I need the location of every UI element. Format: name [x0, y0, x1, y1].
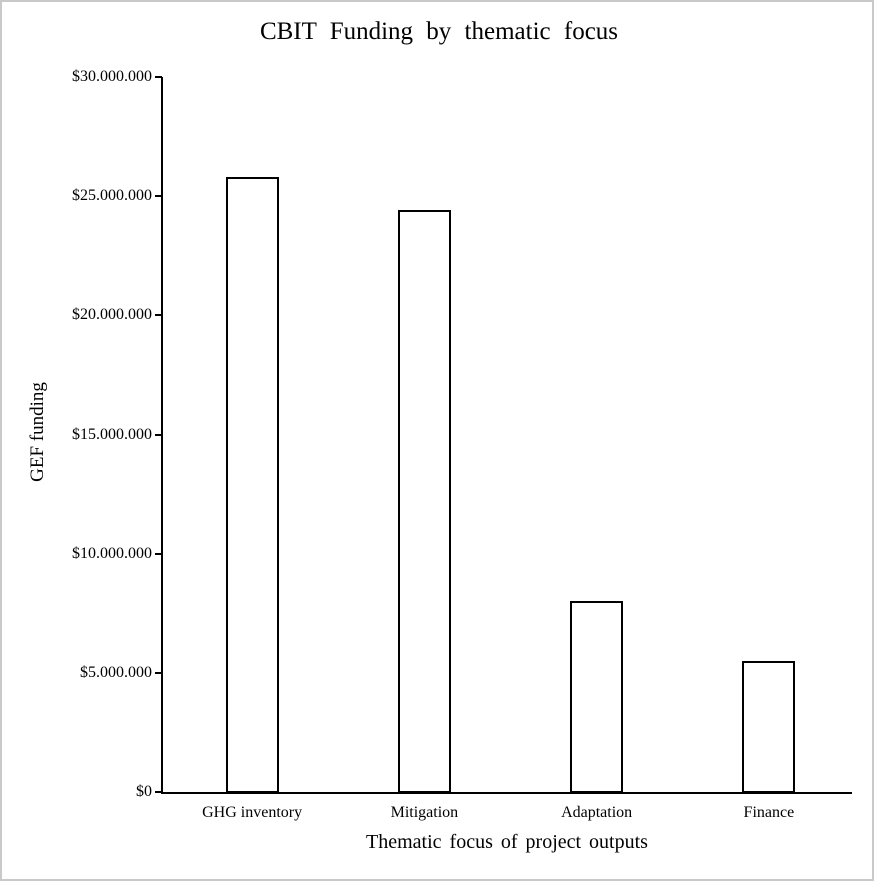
y-axis-tick-label: $10.000.000 [72, 544, 152, 562]
bar-mitigation [397, 210, 451, 793]
x-axis-category-label: Mitigation [390, 804, 459, 821]
y-axis-tick-label: $0 [136, 783, 152, 800]
chart-title: CBIT Funding by thematic focus [259, 18, 619, 45]
y-axis-tick-label: $30.000.000 [72, 68, 152, 85]
y-axis-tick [155, 433, 162, 436]
y-axis-tick [155, 195, 162, 198]
y-axis-tick [155, 552, 162, 555]
y-axis-tick-label: $25.000.000 [72, 187, 152, 205]
y-axis-tick-label: $5.000.000 [80, 663, 152, 681]
x-axis-category-label: Adaptation [561, 804, 633, 821]
y-axis-tick [155, 791, 162, 793]
bar-finance [742, 660, 796, 793]
y-axis-tick-label: $20.000.000 [72, 306, 152, 324]
x-axis-line [161, 792, 852, 794]
y-axis-tick [155, 314, 162, 317]
y-axis-tick [155, 76, 162, 78]
bar-ghg-inventory [225, 177, 279, 793]
x-axis-title: Thematic focus of project outputs [366, 831, 648, 853]
x-axis-category-label: GHG inventory [202, 804, 303, 821]
bar-adaptation [570, 601, 624, 793]
x-axis-category-label: Finance [743, 804, 795, 821]
y-axis-line [161, 77, 163, 794]
y-axis-tick [155, 671, 162, 674]
y-axis-tick-label: $15.000.000 [72, 425, 152, 443]
